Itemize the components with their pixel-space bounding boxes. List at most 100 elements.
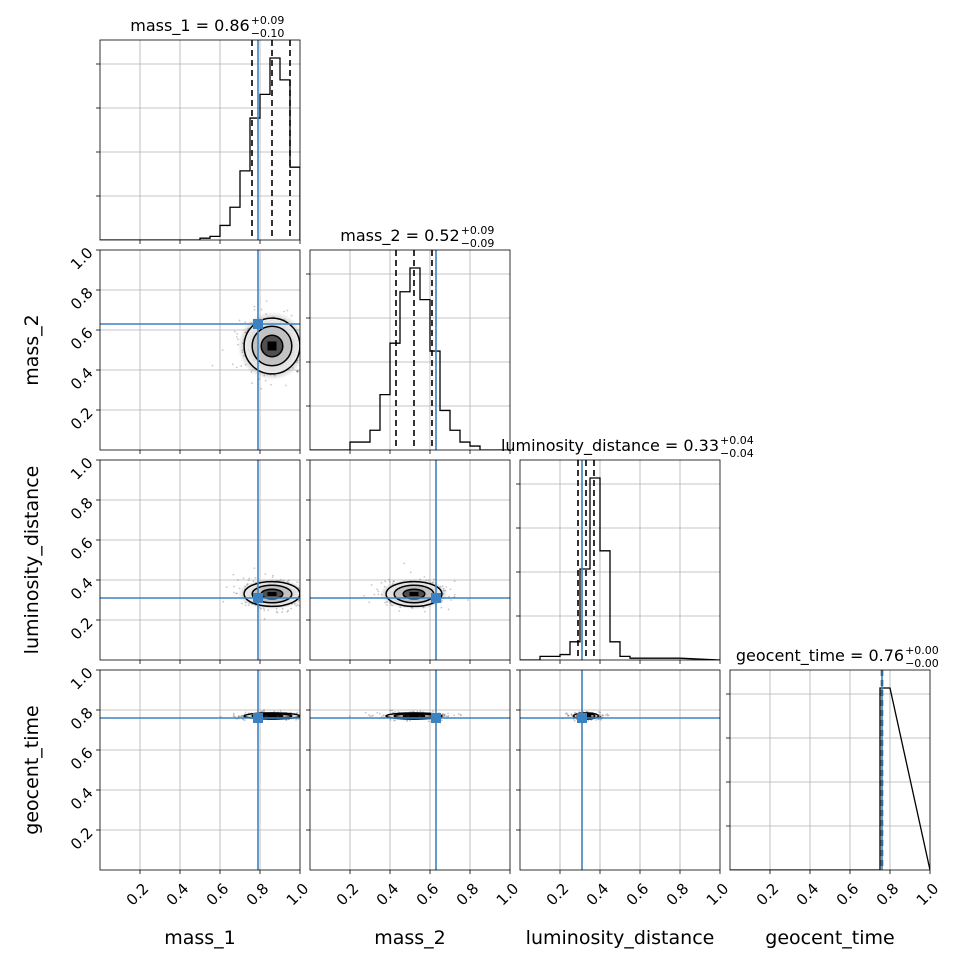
pair-panel-mass_1-vs-geocent_time: 0.2 0.4 0.6 0.8 1.0 0.2 0.4 0.6 0.8 1.0 — [67, 664, 313, 910]
title-prefix: mass_2 = — [340, 226, 424, 246]
title-plus-error: +0.09 — [251, 14, 285, 27]
y-tick-label: 0.6 — [67, 324, 97, 354]
x-tick-label: 0.6 — [203, 880, 233, 910]
svg-text:mass_2 = 0.52: mass_2 = 0.52 — [340, 226, 459, 246]
y-tick-label: 0.4 — [67, 784, 97, 814]
density-peak — [267, 341, 277, 351]
svg-text:geocent_time = 0.76: geocent_time = 0.76 — [736, 646, 904, 666]
gridlines — [100, 40, 300, 240]
panel-frame — [99, 249, 301, 451]
panel-title-mass_2: mass_2 = 0.52 +0.09−0.09 — [340, 224, 494, 250]
y-tick-label: 0.2 — [67, 824, 97, 854]
title-prefix: mass_1 = — [130, 16, 214, 36]
gridlines — [100, 670, 300, 870]
histogram-mass_2 — [310, 267, 510, 450]
histogram-geocent_time — [730, 687, 930, 870]
y-axis-label-mass_2: mass_2 — [21, 314, 43, 386]
x-axis-label-mass_2: mass_2 — [374, 927, 446, 949]
x-tick-label: 0.8 — [873, 880, 903, 910]
hist-panel-geocent_time: geocent_time = 0.76 +0.00−0.00 0.2 0.4 0.6 0.… — [726, 644, 942, 909]
panel-frame — [519, 669, 721, 871]
gridlines — [310, 460, 510, 660]
histogram-mass_1 — [100, 57, 300, 240]
pair-panel-mass_1-vs-mass_2: 0.2 0.4 0.6 0.8 1.0 — [67, 244, 301, 454]
x-tick-label: 0.4 — [583, 880, 613, 910]
x-axis-label-mass_1: mass_1 — [164, 927, 236, 949]
y-tick-label: 0.8 — [67, 284, 97, 314]
x-tick-label: 0.2 — [333, 880, 363, 910]
x-tick-label: 0.6 — [623, 880, 653, 910]
title-median: 0.86 — [214, 16, 250, 35]
y-tick-label: 1.0 — [67, 664, 97, 694]
title-median: 0.33 — [683, 436, 719, 455]
pair-panel-mass_2-vs-geocent_time: 0.2 0.4 0.6 0.8 1.0 — [306, 669, 523, 910]
gridlines — [520, 670, 720, 870]
gridlines — [520, 460, 720, 660]
panel-frame — [309, 459, 511, 661]
truth-marker — [253, 713, 263, 723]
y-tick-label: 0.2 — [67, 404, 97, 434]
title-median: 0.76 — [868, 646, 904, 665]
histogram-luminosity_distance — [520, 477, 720, 660]
x-tick-label: 1.0 — [703, 880, 733, 910]
panel-title-mass_1: mass_1 = 0.86 +0.09−0.10 — [130, 14, 284, 40]
title-median: 0.52 — [424, 226, 460, 245]
panel-frame — [519, 459, 721, 661]
x-tick-label: 0.8 — [663, 880, 693, 910]
panel-frame — [729, 669, 931, 871]
x-tick-label: 1.0 — [493, 880, 523, 910]
panel-frame — [99, 459, 301, 661]
panel-frame — [309, 669, 511, 871]
pair-panel-mass_1-vs-luminosity_distance: 0.2 0.4 0.6 0.8 1.0 — [67, 454, 301, 664]
x-tick-label: 0.6 — [413, 880, 443, 910]
y-tick-label: 0.6 — [67, 534, 97, 564]
y-axis-label-geocent_time: geocent_time — [21, 705, 43, 834]
density-peak — [409, 592, 419, 596]
y-tick-label: 1.0 — [67, 454, 97, 484]
truth-marker — [253, 319, 263, 329]
gridlines — [310, 670, 510, 870]
x-tick-label: 1.0 — [913, 880, 943, 910]
y-tick-label: 0.4 — [67, 574, 97, 604]
title-plus-error: +0.00 — [905, 644, 939, 657]
title-minus-error: −0.04 — [720, 447, 754, 460]
x-tick-label: 0.8 — [243, 880, 273, 910]
y-tick-label: 0.2 — [67, 614, 97, 644]
x-tick-label: 0.4 — [793, 880, 823, 910]
hist-panel-luminosity_distance: luminosity_distance = 0.33 +0.04−0.04 — [501, 434, 754, 664]
y-tick-label: 0.6 — [67, 744, 97, 774]
y-axis-label-luminosity_distance: luminosity_distance — [21, 466, 43, 655]
truth-marker — [431, 593, 441, 603]
panel-frame — [99, 39, 301, 241]
title-minus-error: −0.10 — [251, 27, 285, 40]
x-tick-label: 0.2 — [543, 880, 573, 910]
truth-marker — [253, 593, 263, 603]
svg-text:mass_1 = 0.86: mass_1 = 0.86 — [130, 16, 249, 36]
gridlines — [730, 670, 930, 870]
title-plus-error: +0.09 — [461, 224, 495, 237]
density-peak — [267, 592, 277, 596]
panel-frame — [309, 249, 511, 451]
x-tick-label: 0.2 — [123, 880, 153, 910]
truth-marker — [577, 713, 587, 723]
title-plus-error: +0.04 — [720, 434, 754, 447]
truth-marker — [431, 713, 441, 723]
panel-frame — [99, 669, 301, 871]
pair-panel-luminosity_distance-vs-geocent_time: 0.2 0.4 0.6 0.8 1.0 — [516, 669, 733, 910]
x-tick-label: 1.0 — [283, 880, 313, 910]
x-tick-label: 0.6 — [833, 880, 863, 910]
y-tick-label: 0.8 — [67, 494, 97, 524]
gridlines — [100, 460, 300, 660]
svg-text:luminosity_distance = 0.33: luminosity_distance = 0.33 — [501, 436, 719, 456]
x-tick-label: 0.8 — [453, 880, 483, 910]
panel-title-luminosity_distance: luminosity_distance = 0.33 +0.04−0.04 — [501, 434, 754, 460]
y-tick-label: 0.4 — [67, 364, 97, 394]
x-axis-label-luminosity_distance: luminosity_distance — [526, 927, 715, 949]
x-tick-label: 0.4 — [163, 880, 193, 910]
density-peak — [409, 715, 419, 717]
x-tick-label: 0.2 — [753, 880, 783, 910]
title-minus-error: −0.09 — [461, 237, 495, 250]
hist-panel-mass_1: mass_1 = 0.86 +0.09−0.10 — [96, 14, 301, 244]
title-prefix: geocent_time = — [736, 646, 869, 666]
